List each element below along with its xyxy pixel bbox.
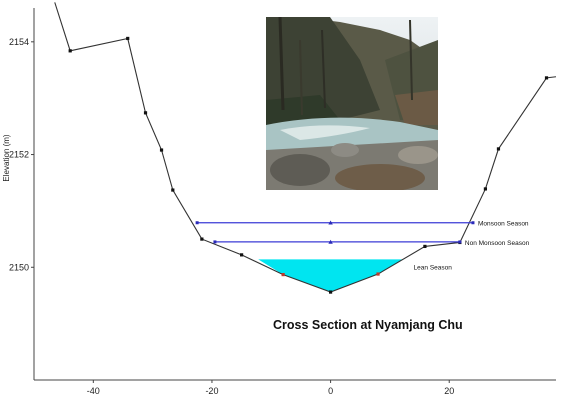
profile-point	[240, 253, 244, 257]
water-level-marker	[328, 220, 333, 225]
water-level-label: Lean Season	[414, 264, 453, 271]
x-tick-label: -20	[205, 386, 218, 396]
water-level-endpoint	[195, 221, 199, 225]
water-level-endpoint	[471, 221, 475, 225]
profile-point	[200, 237, 204, 241]
water-level-label: Non Monsoon Season	[465, 240, 530, 247]
water-level-label: Monsoon Season	[478, 221, 529, 228]
y-tick-label: 2154	[9, 37, 29, 47]
water-level-endpoint	[458, 240, 462, 244]
water-level-marker	[328, 239, 333, 244]
y-axis-label: Elevation (m)	[2, 134, 11, 181]
profile-point	[544, 76, 549, 80]
lean-season-water-area	[258, 259, 404, 293]
chart-title: Cross Section at Nyamjang Chu	[273, 318, 463, 332]
profile-point	[126, 36, 130, 41]
profile-point	[281, 273, 285, 277]
x-tick-label: -40	[87, 386, 100, 396]
y-tick-label: 2150	[9, 262, 29, 272]
profile-point	[159, 148, 164, 152]
profile-point	[496, 147, 501, 151]
y-tick-label: 2152	[9, 150, 29, 160]
profile-point	[143, 111, 148, 115]
profile-point	[328, 290, 333, 294]
profile-point	[68, 49, 72, 53]
x-tick-label: 0	[328, 386, 333, 396]
profile-point	[376, 272, 380, 276]
profile-point	[423, 244, 427, 249]
x-tick-label: 20	[444, 386, 454, 396]
water-level-endpoint	[213, 240, 217, 244]
profile-point	[171, 188, 175, 192]
profile-point	[483, 187, 488, 191]
